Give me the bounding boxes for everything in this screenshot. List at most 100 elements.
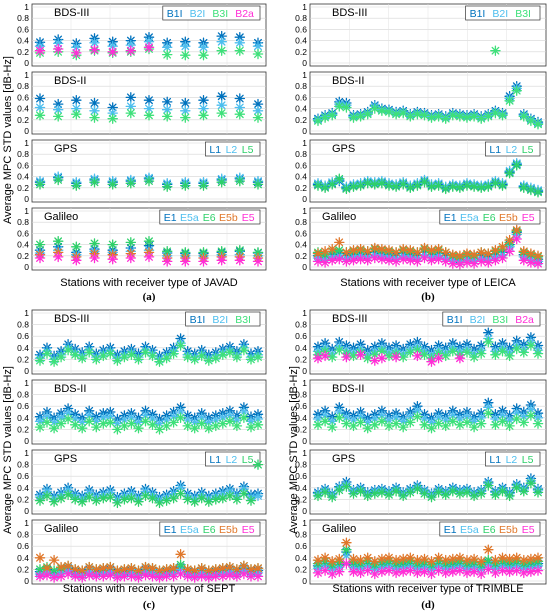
- data-point: [71, 108, 82, 120]
- data-point: [48, 554, 60, 566]
- panel-label: BDS-II: [54, 75, 86, 87]
- data-point: [196, 418, 207, 429]
- data-point: [182, 351, 193, 363]
- y-tick-label: 1: [24, 378, 29, 388]
- panel-bds-ii: 00.20.4 0.60.81 BDS-II: [295, 70, 547, 136]
- data-point: [525, 553, 537, 565]
- data-point: [198, 180, 209, 191]
- legend-entry: E6: [203, 212, 216, 224]
- data-point: [216, 255, 227, 266]
- data-point: [198, 103, 209, 114]
- data-point: [147, 350, 158, 362]
- y-tick-label: 0.2: [17, 494, 29, 504]
- y-tick-label: 0.2: [295, 183, 307, 193]
- series-b1i: [34, 91, 264, 113]
- data-point: [355, 554, 366, 566]
- data-point: [355, 417, 366, 428]
- data-point: [341, 537, 352, 548]
- data-point: [532, 250, 544, 262]
- data-point: [447, 486, 459, 497]
- legend-entry: L2: [506, 144, 518, 156]
- data-point: [483, 564, 494, 575]
- data-point: [348, 181, 359, 192]
- series-e5b: [34, 549, 264, 576]
- data-point: [168, 562, 179, 574]
- data-point: [161, 571, 172, 582]
- data-point: [440, 414, 451, 426]
- data-point: [55, 561, 67, 573]
- data-point: [217, 492, 229, 504]
- data-point: [48, 422, 60, 434]
- data-point: [143, 103, 155, 114]
- data-point: [518, 567, 530, 579]
- data-point: [231, 564, 243, 575]
- data-point: [504, 490, 515, 502]
- data-point: [397, 107, 409, 119]
- data-point: [119, 420, 130, 432]
- data-point: [490, 349, 501, 361]
- data-point: [341, 418, 352, 429]
- y-tick-label: 1: [24, 448, 29, 458]
- data-point: [447, 110, 459, 121]
- data-point: [238, 344, 250, 356]
- data-point: [341, 183, 352, 195]
- data-point: [532, 412, 544, 424]
- legend: L1 L2 L5: [205, 451, 261, 467]
- series-b2a: [312, 349, 466, 367]
- data-point: [34, 571, 46, 582]
- data-point: [525, 340, 537, 351]
- data-point: [224, 410, 236, 421]
- data-point: [234, 102, 246, 113]
- data-point: [518, 182, 530, 194]
- data-point: [147, 419, 158, 431]
- y-tick-label: 0.6: [295, 541, 307, 551]
- data-point: [525, 404, 537, 415]
- data-point: [376, 105, 388, 117]
- data-point: [234, 45, 246, 56]
- data-point: [419, 242, 430, 254]
- y-tick-label: 0.6: [295, 401, 307, 411]
- data-point: [504, 420, 515, 432]
- data-point: [161, 414, 172, 426]
- y-tick-label: 0.2: [17, 424, 29, 434]
- data-point: [175, 549, 186, 560]
- data-point: [245, 495, 257, 506]
- figure-caption: (c): [143, 599, 156, 611]
- data-point: [511, 343, 522, 355]
- data-point: [468, 181, 480, 192]
- data-point: [326, 243, 338, 255]
- data-point: [348, 566, 359, 577]
- y-tick-label: 0: [302, 436, 307, 446]
- legend-entry: E5a: [180, 524, 199, 536]
- legend-entry: E5b: [499, 524, 518, 536]
- y-tick-label: 0.8: [295, 530, 307, 540]
- data-point: [341, 247, 352, 258]
- data-point: [196, 562, 207, 574]
- panel-gps: 00.20.4 0.60.81 GPS L1 L2 L5: [17, 138, 267, 204]
- data-point: [52, 98, 64, 110]
- y-tick-label: 0: [302, 366, 307, 376]
- data-point: [319, 565, 331, 576]
- data-point: [161, 181, 173, 192]
- data-point: [362, 246, 373, 257]
- data-point: [210, 494, 222, 505]
- data-point: [525, 248, 537, 259]
- legend: L1 L2 L5: [485, 451, 541, 467]
- series-b3i: [34, 107, 264, 124]
- data-point: [107, 253, 118, 265]
- legend-entry: E5a: [180, 212, 199, 224]
- data-point: [383, 565, 395, 576]
- data-point: [341, 558, 352, 569]
- data-point: [224, 416, 236, 427]
- data-point: [182, 494, 193, 505]
- data-point: [312, 256, 324, 267]
- data-point: [161, 246, 173, 257]
- data-point: [532, 565, 544, 576]
- data-point: [433, 552, 444, 564]
- data-point: [312, 180, 324, 191]
- data-point: [426, 255, 437, 266]
- data-point: [419, 252, 430, 264]
- chart-c: Average MPC STD values [dB-Hz] Stations w…: [2, 308, 267, 611]
- y-tick-label: 0.2: [295, 354, 307, 364]
- panel-bds-iii: 0 0.20.4 0.60.8 1 BDS-III B1I B2I B3I B2a: [295, 308, 547, 376]
